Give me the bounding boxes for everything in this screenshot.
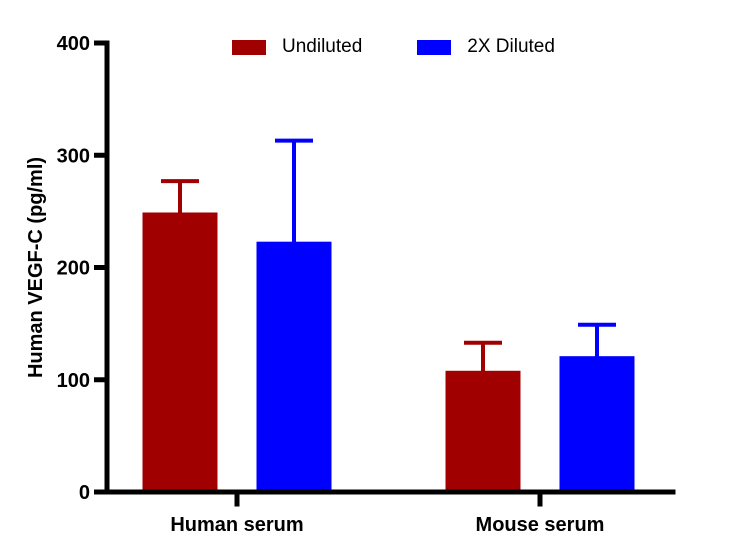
y-tick-label-400: 400 bbox=[57, 33, 90, 55]
legend-swatch-undiluted bbox=[232, 39, 266, 55]
legend-label-2x-diluted: 2X Diluted bbox=[467, 36, 555, 57]
bar-mouse-serum-2x-diluted bbox=[559, 356, 635, 492]
chart-legend: Undiluted 2X Diluted bbox=[232, 36, 555, 58]
y-tick-label-0: 0 bbox=[79, 482, 90, 504]
bar-mouse-serum-undiluted bbox=[445, 370, 521, 492]
bar-human-serum-undiluted bbox=[142, 212, 218, 492]
legend-label-undiluted: Undiluted bbox=[282, 36, 363, 57]
y-tick-label-200: 200 bbox=[57, 258, 90, 280]
bar-human-serum-2x-diluted bbox=[256, 241, 332, 492]
x-category-label-mouse-serum: Mouse serum bbox=[476, 514, 605, 536]
x-category-label-human-serum: Human serum bbox=[170, 514, 303, 536]
legend-swatch-2x-diluted bbox=[417, 39, 452, 55]
y-tick-label-300: 300 bbox=[57, 145, 90, 167]
legend-item-2x-diluted: 2X Diluted bbox=[417, 36, 555, 58]
y-tick-label-100: 100 bbox=[57, 370, 90, 392]
legend-item-undiluted: Undiluted bbox=[232, 36, 362, 58]
y-axis-title: Human VEGF-C (pg/ml) bbox=[25, 157, 47, 378]
